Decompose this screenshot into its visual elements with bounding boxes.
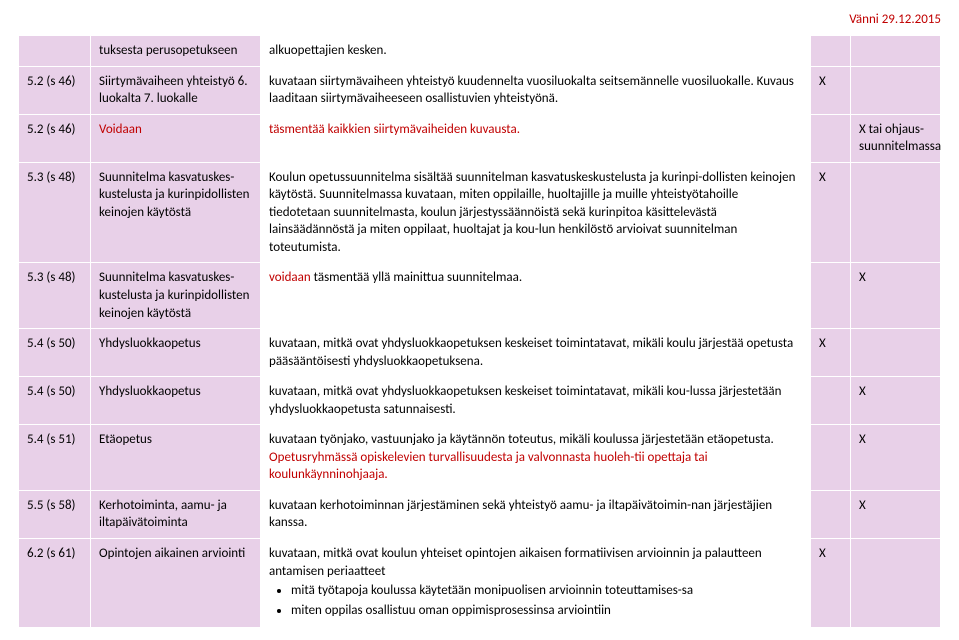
desc-cell: täsmentää kaikkien siirtymävaiheiden kuv… bbox=[261, 114, 811, 162]
bullet-item: miten oppilas osallistuu oman oppimispro… bbox=[291, 602, 802, 620]
x1-cell: X bbox=[811, 329, 851, 377]
x2-cell: X bbox=[851, 490, 941, 538]
table-body: tuksesta perusopetukseen alkuopettajien … bbox=[19, 36, 941, 628]
desc-cell: kuvataan, mitkä ovat koulun yhteiset opi… bbox=[261, 539, 811, 628]
ref-cell: 5.3 (s 48) bbox=[19, 162, 91, 263]
x1-cell bbox=[811, 377, 851, 425]
title-cell: Siirtymävaiheen yhteistyö 6. luokalta 7.… bbox=[91, 66, 261, 114]
header-date: Vänni 29.12.2015 bbox=[18, 12, 941, 27]
x2-cell bbox=[851, 36, 941, 67]
desc-rest: täsmentää yllä mainittua suunnitelmaa. bbox=[311, 270, 522, 285]
desc-plain: kuvataan työnjako, vastuunjako ja käytän… bbox=[269, 432, 774, 447]
title-cell: Suunnitelma kasvatuskes-kustelusta ja ku… bbox=[91, 162, 261, 263]
x1-cell: X bbox=[811, 539, 851, 628]
x1-cell bbox=[811, 36, 851, 67]
title-cell: Yhdysluokkaopetus bbox=[91, 377, 261, 425]
title-cell: tuksesta perusopetukseen bbox=[91, 36, 261, 67]
table-row: 5.5 (s 58) Kerhotoiminta, aamu- ja iltap… bbox=[19, 490, 941, 538]
table-row: 5.2 (s 46) Voidaan täsmentää kaikkien si… bbox=[19, 114, 941, 162]
desc-red-prefix: voidaan bbox=[269, 270, 311, 285]
ref-cell: 5.2 (s 46) bbox=[19, 66, 91, 114]
desc-cell: alkuopettajien kesken. bbox=[261, 36, 811, 67]
x2-cell: X tai ohjaus-suunnitelmassa bbox=[851, 114, 941, 162]
desc-red-suffix: Opetusryhmässä opiskelevien turvallisuud… bbox=[269, 450, 708, 483]
title-cell: Kerhotoiminta, aamu- ja iltapäivätoimint… bbox=[91, 490, 261, 538]
curriculum-table: tuksesta perusopetukseen alkuopettajien … bbox=[18, 35, 941, 628]
title-cell: Etäopetus bbox=[91, 425, 261, 491]
table-row: 5.2 (s 46) Siirtymävaiheen yhteistyö 6. … bbox=[19, 66, 941, 114]
table-row: 5.4 (s 51) Etäopetus kuvataan työnjako, … bbox=[19, 425, 941, 491]
desc-cell: Koulun opetussuunnitelma sisältää suunni… bbox=[261, 162, 811, 263]
x1-cell bbox=[811, 114, 851, 162]
title-cell: Yhdysluokkaopetus bbox=[91, 329, 261, 377]
table-row: 5.4 (s 50) Yhdysluokkaopetus kuvataan, m… bbox=[19, 329, 941, 377]
x1-cell: X bbox=[811, 66, 851, 114]
x1-cell bbox=[811, 490, 851, 538]
ref-cell bbox=[19, 36, 91, 67]
x1-cell bbox=[811, 263, 851, 329]
ref-cell: 5.4 (s 50) bbox=[19, 329, 91, 377]
table-row: 5.4 (s 50) Yhdysluokkaopetus kuvataan, m… bbox=[19, 377, 941, 425]
x2-cell: X bbox=[851, 377, 941, 425]
desc-red: täsmentää kaikkien siirtymävaiheiden kuv… bbox=[269, 122, 520, 137]
title-cell: Suunnitelma kasvatuskes-kustelusta ja ku… bbox=[91, 263, 261, 329]
ref-cell: 5.2 (s 46) bbox=[19, 114, 91, 162]
x2-cell bbox=[851, 539, 941, 628]
x2-cell: X bbox=[851, 263, 941, 329]
x2-cell bbox=[851, 162, 941, 263]
title-cell: Voidaan bbox=[91, 114, 261, 162]
table-row: 5.3 (s 48) Suunnitelma kasvatuskes-kuste… bbox=[19, 263, 941, 329]
desc-intro: kuvataan, mitkä ovat koulun yhteiset opi… bbox=[269, 546, 762, 579]
title-red: Voidaan bbox=[99, 122, 142, 137]
x1-cell: X bbox=[811, 162, 851, 263]
ref-cell: 5.3 (s 48) bbox=[19, 263, 91, 329]
x1-cell bbox=[811, 425, 851, 491]
x2-cell bbox=[851, 66, 941, 114]
desc-cell: voidaan täsmentää yllä mainittua suunnit… bbox=[261, 263, 811, 329]
ref-cell: 6.2 (s 61) bbox=[19, 539, 91, 628]
x2-cell: X bbox=[851, 425, 941, 491]
table-row: 5.3 (s 48) Suunnitelma kasvatuskes-kuste… bbox=[19, 162, 941, 263]
desc-cell: kuvataan, mitkä ovat yhdysluokkaopetukse… bbox=[261, 377, 811, 425]
ref-cell: 5.4 (s 51) bbox=[19, 425, 91, 491]
ref-cell: 5.5 (s 58) bbox=[19, 490, 91, 538]
desc-cell: kuvataan kerhotoiminnan järjestäminen se… bbox=[261, 490, 811, 538]
ref-cell: 5.4 (s 50) bbox=[19, 377, 91, 425]
table-row: tuksesta perusopetukseen alkuopettajien … bbox=[19, 36, 941, 67]
desc-cell: kuvataan työnjako, vastuunjako ja käytän… bbox=[261, 425, 811, 491]
table-row: 6.2 (s 61) Opintojen aikainen arviointi … bbox=[19, 539, 941, 628]
bullet-list: mitä työtapoja koulussa käytetään monipu… bbox=[269, 582, 802, 619]
desc-cell: kuvataan, mitkä ovat yhdysluokkaopetukse… bbox=[261, 329, 811, 377]
title-cell: Opintojen aikainen arviointi bbox=[91, 539, 261, 628]
x2-cell bbox=[851, 329, 941, 377]
bullet-item: mitä työtapoja koulussa käytetään monipu… bbox=[291, 582, 802, 600]
desc-cell: kuvataan siirtymävaiheen yhteistyö kuude… bbox=[261, 66, 811, 114]
